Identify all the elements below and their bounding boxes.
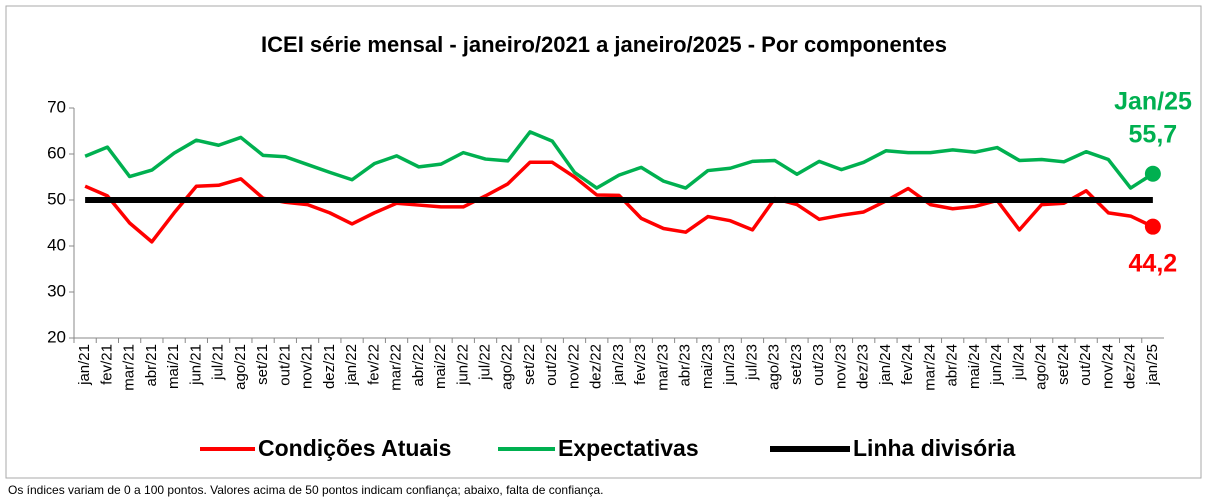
x-tick-label: nov/21: [299, 344, 316, 389]
y-tick-label: 40: [47, 235, 66, 254]
x-tick-label: abr/21: [143, 344, 160, 387]
x-tick-label: jul/21: [210, 344, 227, 381]
x-tick-label: jan/24: [877, 344, 894, 386]
y-tick-label: 60: [47, 143, 66, 162]
x-tick-label: ago/24: [1033, 344, 1050, 390]
end-marker: [1144, 218, 1161, 235]
value-label: 55,7: [1129, 120, 1178, 148]
y-tick-label: 20: [47, 327, 66, 346]
chart-frame: [5, 5, 1202, 479]
x-tick-label: fev/23: [632, 344, 649, 385]
x-tick-label: nov/22: [565, 344, 582, 389]
x-tick-label: set/24: [1055, 344, 1072, 385]
x-tick-label: fev/24: [899, 344, 916, 385]
y-tick-label: 30: [47, 281, 66, 300]
y-tick-label: 50: [47, 189, 66, 208]
x-tick-label: mar/23: [654, 344, 671, 391]
x-tick-label: abr/24: [944, 344, 961, 387]
chart-title: ICEI série mensal - janeiro/2021 a janei…: [261, 32, 947, 57]
end-marker: [1144, 165, 1161, 182]
x-tick-label: abr/23: [677, 344, 694, 387]
x-tick-label: out/21: [276, 344, 293, 386]
x-tick-label: ago/21: [232, 344, 249, 390]
footnote: Os índices variam de 0 a 100 pontos. Val…: [8, 483, 603, 497]
x-tick-label: jun/24: [988, 344, 1005, 386]
legend-label: Condições Atuais: [258, 435, 451, 461]
x-tick-label: out/22: [543, 344, 560, 386]
x-tick-label: jul/23: [743, 344, 760, 381]
x-tick-label: jan/21: [76, 344, 93, 386]
x-tick-label: nov/24: [1099, 344, 1116, 389]
x-tick-label: mar/24: [921, 344, 938, 391]
x-tick-label: out/23: [810, 344, 827, 386]
x-tick-label: ago/22: [499, 344, 516, 390]
x-tick-label: dez/24: [1122, 344, 1139, 389]
x-tick-label: fev/21: [98, 344, 115, 385]
x-tick-label: mar/22: [388, 344, 405, 391]
x-tick-label: dez/21: [321, 344, 338, 389]
x-tick-label: jul/22: [476, 344, 493, 381]
x-tick-label: mai/22: [432, 344, 449, 389]
x-tick-label: jun/22: [454, 344, 471, 386]
x-tick-label: fev/22: [365, 344, 382, 385]
legend-label: Linha divisória: [853, 435, 1016, 461]
x-tick-label: mai/21: [165, 344, 182, 389]
x-tick-label: dez/22: [588, 344, 605, 389]
x-tick-label: mar/21: [121, 344, 138, 391]
x-tick-label: jan/23: [610, 344, 627, 386]
x-tick-label: ago/23: [766, 344, 783, 390]
x-tick-label: mai/23: [699, 344, 716, 389]
x-tick-label: abr/22: [410, 344, 427, 387]
x-tick-label: jan/22: [343, 344, 360, 386]
annotation: Jan/25: [1114, 88, 1192, 116]
x-tick-label: set/23: [788, 344, 805, 385]
x-tick-label: set/22: [521, 344, 538, 385]
series-line: [84, 130, 1154, 190]
x-tick-label: jun/23: [721, 344, 738, 386]
y-tick-label: 70: [47, 97, 66, 116]
x-tick-label: dez/23: [855, 344, 872, 389]
x-tick-label: jun/21: [187, 344, 204, 386]
x-tick-label: mai/24: [966, 344, 983, 389]
x-tick-label: jul/24: [1010, 344, 1027, 381]
x-tick-label: jan/25: [1144, 344, 1161, 386]
x-tick-label: set/21: [254, 344, 271, 385]
value-label: 44,2: [1129, 249, 1178, 277]
x-tick-label: nov/23: [832, 344, 849, 389]
x-tick-label: out/24: [1077, 344, 1094, 386]
legend-label: Expectativas: [558, 435, 699, 461]
